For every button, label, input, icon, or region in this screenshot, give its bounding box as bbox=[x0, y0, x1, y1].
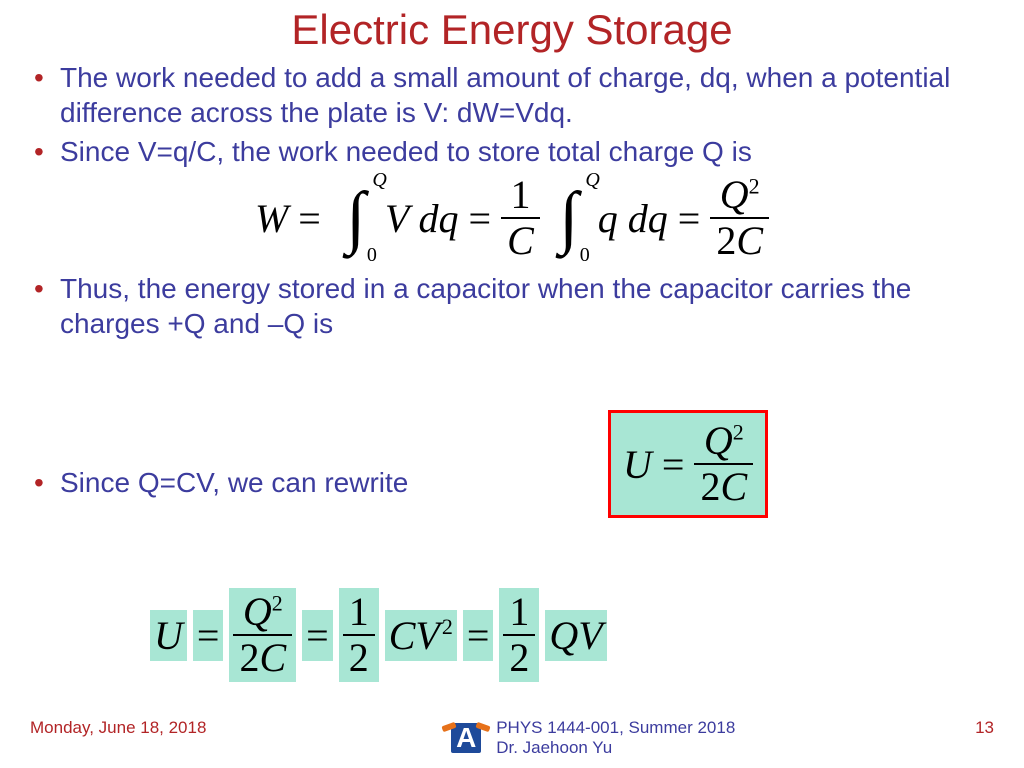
bullet-dot-icon: • bbox=[30, 60, 60, 95]
bullet-1: • The work needed to add a small amount … bbox=[30, 60, 994, 130]
eq3-eq3: = bbox=[463, 610, 494, 661]
bullet-4-text: Since Q=CV, we can rewrite bbox=[60, 465, 994, 500]
bullet-4: • Since Q=CV, we can rewrite bbox=[30, 465, 994, 500]
footer-page-number: 13 bbox=[975, 718, 994, 738]
eq1-C: C bbox=[501, 219, 540, 263]
footer-center: A PHYS 1444-001, Summer 2018 Dr. Jaehoon… bbox=[446, 718, 735, 758]
eq1-upper1: Q bbox=[372, 169, 386, 192]
footer-author: Dr. Jaehoon Yu bbox=[496, 738, 735, 758]
eq3-QV: QV bbox=[545, 610, 606, 661]
bullet-3: • Thus, the energy stored in a capacitor… bbox=[30, 271, 994, 341]
eq3-two2: 2 bbox=[503, 636, 535, 680]
bullet-2-text: Since V=q/C, the work needed to store to… bbox=[60, 134, 994, 169]
equation-energy-boxed: U = Q2 2C bbox=[608, 410, 768, 518]
uta-logo-icon: A bbox=[446, 718, 486, 758]
footer-course: PHYS 1444-001, Summer 2018 bbox=[496, 718, 735, 738]
eq1-one: 1 bbox=[504, 173, 536, 217]
eq1-eq2: = bbox=[469, 195, 492, 242]
eq1-qdq: q dq bbox=[598, 195, 668, 242]
integral-icon: Q ∫ 0 bbox=[331, 173, 381, 263]
eq2-frac: Q2 2C bbox=[694, 419, 753, 509]
bullet-2: • Since V=q/C, the work needed to store … bbox=[30, 134, 994, 169]
eq3-one2: 1 bbox=[503, 590, 535, 634]
eq3-CV2: CV2 bbox=[385, 610, 457, 661]
footer-date: Monday, June 18, 2018 bbox=[30, 718, 206, 738]
eq3-frac3: 1 2 bbox=[499, 588, 539, 682]
eq1-eq1: = bbox=[298, 195, 321, 242]
eq3-frac2: 1 2 bbox=[339, 588, 379, 682]
eq2-eq: = bbox=[662, 441, 685, 488]
eq3-one1: 1 bbox=[343, 590, 375, 634]
eq1-W: W bbox=[255, 195, 288, 242]
eq2-Q: Q bbox=[704, 418, 733, 463]
slide-footer: Monday, June 18, 2018 A PHYS 1444-001, S… bbox=[0, 718, 1024, 758]
bullet-3-text: Thus, the energy stored in a capacitor w… bbox=[60, 271, 994, 341]
eq2-sup: 2 bbox=[733, 420, 744, 445]
bullet-dot-icon: • bbox=[30, 134, 60, 169]
bullet-dot-icon: • bbox=[30, 465, 60, 500]
bullet-dot-icon: • bbox=[30, 271, 60, 306]
eq3-U: U bbox=[150, 610, 187, 661]
eq1-frac2: Q2 2C bbox=[710, 173, 769, 263]
equation-energy-forms: U = Q2 2C = 1 2 CV2 = 1 2 QV bbox=[150, 588, 607, 682]
eq1-Q2: Q bbox=[720, 172, 749, 217]
eq3-two1: 2 bbox=[343, 636, 375, 680]
eq3-Q: Q bbox=[243, 589, 272, 634]
eq1-lower2: 0 bbox=[580, 244, 590, 267]
eq3-eq2: = bbox=[302, 610, 333, 661]
eq1-Vdq: V dq bbox=[385, 195, 459, 242]
eq1-upper2: Q bbox=[585, 169, 599, 192]
eq1-sup: 2 bbox=[749, 174, 760, 199]
eq1-lower1: 0 bbox=[367, 244, 377, 267]
eq2-U: U bbox=[623, 441, 652, 488]
eq3-sup: 2 bbox=[272, 591, 283, 616]
footer-course-info: PHYS 1444-001, Summer 2018 Dr. Jaehoon Y… bbox=[496, 718, 735, 758]
slide-content: • The work needed to add a small amount … bbox=[0, 54, 1024, 500]
slide-title: Electric Energy Storage bbox=[0, 0, 1024, 54]
integral-icon: Q ∫ 0 bbox=[544, 173, 594, 263]
bullet-1-text: The work needed to add a small amount of… bbox=[60, 60, 994, 130]
eq1-frac1: 1 C bbox=[501, 173, 540, 263]
eq3-frac1: Q2 2C bbox=[229, 588, 296, 682]
equation-work: W = Q ∫ 0 V dq = 1 C Q ∫ 0 q dq = Q2 bbox=[30, 173, 994, 263]
eq3-eq1: = bbox=[193, 610, 224, 661]
eq1-eq3: = bbox=[678, 195, 701, 242]
